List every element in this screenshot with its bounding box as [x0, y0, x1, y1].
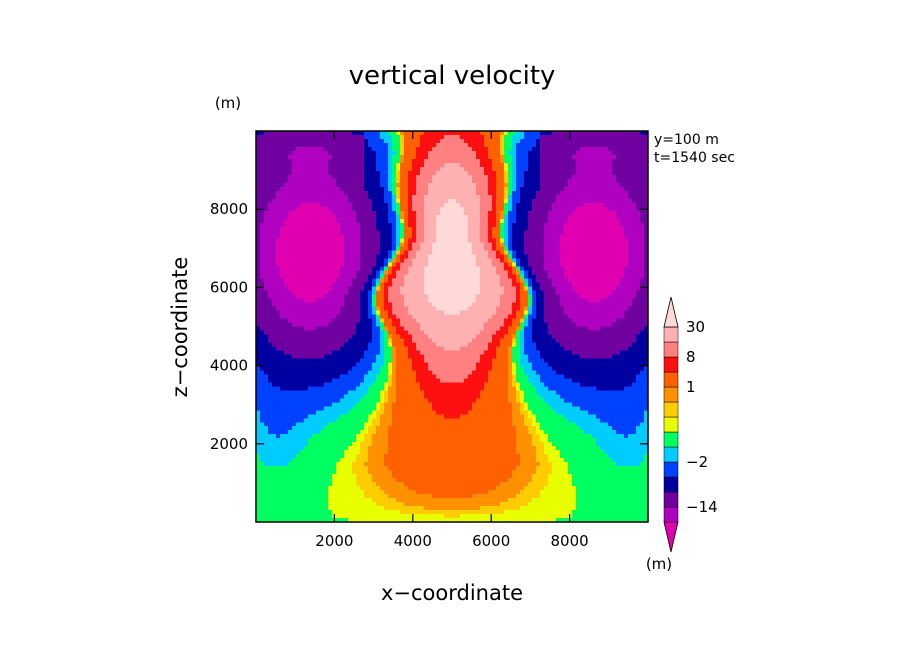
x-tick-label: 4000 [394, 532, 432, 550]
y-axis-label: z−coordinate [168, 257, 192, 398]
colorbar-band [663, 476, 679, 493]
y-tick-label: 4000 [210, 357, 248, 375]
colorbar: 30 8 1 −2 −14 [663, 296, 718, 553]
x-tick-label: 6000 [472, 532, 510, 550]
plot-frame [255, 130, 649, 523]
colorbar-band [663, 416, 679, 433]
colorbar-label: −14 [686, 498, 718, 516]
y-axis-unit: (m) [215, 94, 241, 112]
axes: 2000 4000 6000 8000 2000 4000 6000 8000 [210, 130, 649, 550]
annotation-y: y=100 m [654, 132, 719, 148]
chart-title: vertical velocity [349, 61, 556, 91]
colorbar-band [663, 461, 679, 478]
colorbar-label: 1 [686, 378, 696, 396]
colorbar-band [663, 356, 679, 373]
colorbar-unit: (m) [646, 555, 672, 573]
colorbar-label: 30 [686, 318, 705, 336]
colorbar-band [663, 431, 679, 448]
colorbar-band [663, 491, 679, 508]
colorbar-band [663, 326, 679, 343]
colorbar-band [663, 446, 679, 463]
colorbar-band [663, 371, 679, 388]
y-tick-label: 2000 [210, 435, 248, 453]
colorbar-band [663, 296, 679, 328]
x-tick-label: 2000 [315, 532, 353, 550]
colorbar-band [663, 401, 679, 418]
colorbar-label: 8 [686, 348, 696, 366]
plot-area [256, 131, 648, 522]
x-axis-label: x−coordinate [381, 581, 523, 605]
y-tick-label: 6000 [210, 278, 248, 296]
colorbar-band [663, 341, 679, 358]
contour-field [256, 131, 648, 522]
colorbar-band [663, 386, 679, 403]
y-tick-label: 8000 [210, 200, 248, 218]
colorbar-label: −2 [686, 453, 708, 471]
colorbar-band [663, 506, 679, 523]
x-tick-label: 8000 [551, 532, 589, 550]
colorbar-band [663, 521, 679, 553]
annotation-t: t=1540 sec [654, 150, 735, 166]
